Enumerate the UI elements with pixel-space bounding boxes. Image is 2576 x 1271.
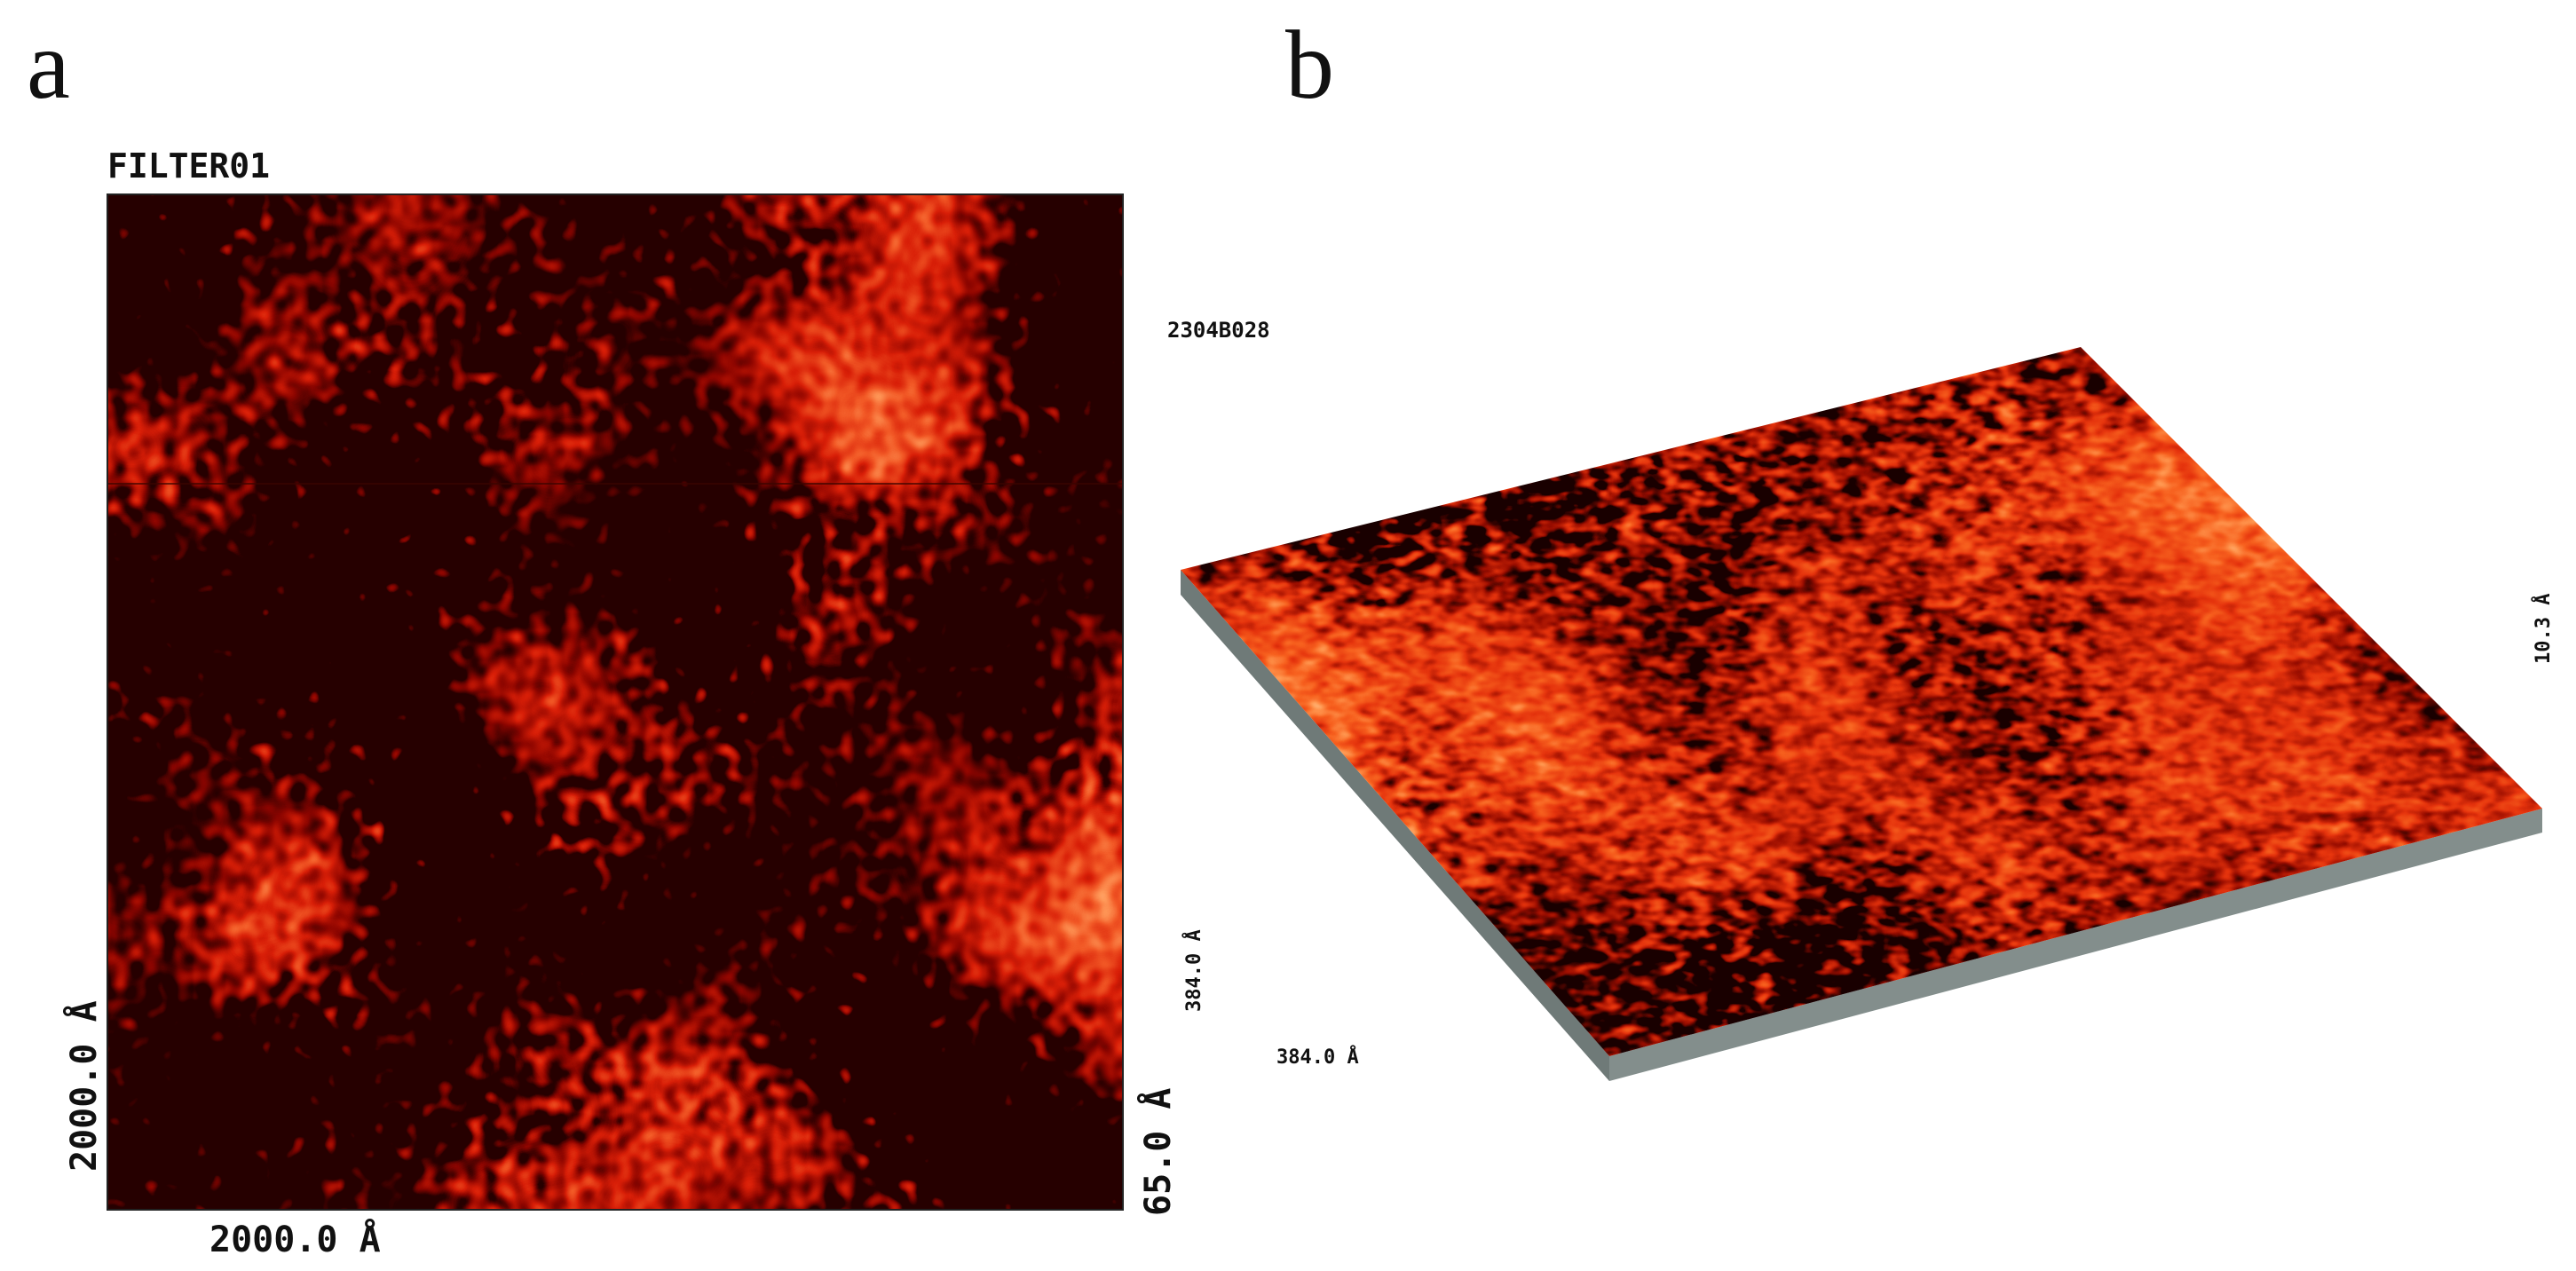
panel-label: b bbox=[1285, 11, 1334, 119]
plate-side bbox=[1609, 809, 2542, 1081]
panel-label: a bbox=[27, 11, 70, 119]
plate-side bbox=[1181, 570, 1609, 1081]
panel-title: FILTER01 bbox=[107, 146, 270, 186]
z-range-label: 10.3 Å bbox=[2532, 594, 2555, 664]
y-axis-label: 2000.0 Å bbox=[61, 1000, 105, 1172]
y-axis-label: 384.0 Å bbox=[1182, 929, 1205, 1012]
x-axis-label: 384.0 Å bbox=[1276, 1046, 1359, 1069]
surface-3d bbox=[1181, 347, 2542, 1056]
x-axis-label: 2000.0 Å bbox=[209, 1217, 381, 1260]
image-id: 2304B028 bbox=[1167, 318, 1270, 343]
image-frame bbox=[107, 193, 1124, 1211]
stm-image bbox=[107, 194, 1123, 1210]
z-range-label: 65.0 Å bbox=[1135, 1088, 1179, 1217]
